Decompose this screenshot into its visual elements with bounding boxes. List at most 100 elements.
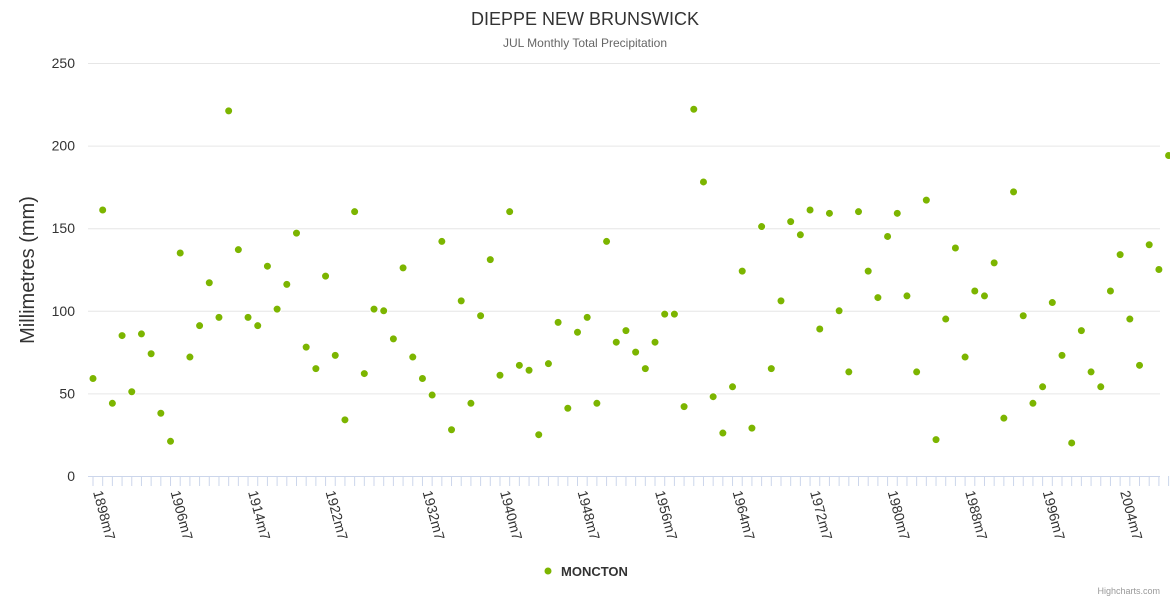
data-point[interactable]: [291, 228, 301, 238]
data-point[interactable]: [1135, 360, 1145, 370]
data-point[interactable]: [398, 263, 408, 273]
data-point[interactable]: [1028, 398, 1038, 408]
data-point[interactable]: [408, 352, 418, 362]
data-point[interactable]: [553, 317, 563, 327]
data-point[interactable]: [698, 177, 708, 187]
data-point[interactable]: [563, 403, 573, 413]
data-point[interactable]: [892, 208, 902, 218]
data-point[interactable]: [776, 296, 786, 306]
data-point[interactable]: [941, 314, 951, 324]
data-point[interactable]: [679, 402, 689, 412]
data-point[interactable]: [631, 347, 641, 357]
data-point[interactable]: [960, 352, 970, 362]
data-point[interactable]: [505, 207, 515, 217]
data-point[interactable]: [1038, 382, 1048, 392]
data-point[interactable]: [640, 364, 650, 374]
data-point[interactable]: [573, 327, 582, 337]
data-point[interactable]: [611, 337, 621, 347]
data-point[interactable]: [660, 309, 670, 319]
data-point[interactable]: [805, 205, 815, 215]
data-point[interactable]: [224, 106, 234, 116]
data-point[interactable]: [1047, 298, 1057, 308]
credits-link[interactable]: Highcharts.com: [1097, 586, 1160, 596]
scatter-series-moncton[interactable]: [88, 104, 1170, 448]
data-point[interactable]: [330, 350, 340, 360]
data-point[interactable]: [185, 352, 195, 362]
data-point[interactable]: [243, 312, 253, 322]
data-point[interactable]: [282, 279, 292, 289]
data-point[interactable]: [359, 369, 369, 379]
data-point[interactable]: [456, 296, 466, 306]
data-point[interactable]: [834, 306, 844, 316]
data-point[interactable]: [253, 321, 263, 331]
data-point[interactable]: [921, 195, 931, 205]
data-point[interactable]: [98, 205, 108, 215]
data-point[interactable]: [1076, 326, 1086, 336]
data-point[interactable]: [485, 255, 495, 265]
data-point[interactable]: [931, 435, 941, 445]
data-point[interactable]: [1105, 286, 1115, 296]
data-point[interactable]: [175, 248, 185, 258]
data-point[interactable]: [863, 266, 873, 276]
data-point[interactable]: [1057, 350, 1067, 360]
data-point[interactable]: [989, 258, 999, 268]
data-point[interactable]: [1154, 265, 1164, 274]
data-point[interactable]: [466, 398, 476, 408]
data-point[interactable]: [621, 326, 631, 336]
data-point[interactable]: [311, 364, 321, 374]
data-point[interactable]: [136, 329, 146, 339]
data-point[interactable]: [718, 428, 728, 438]
data-point[interactable]: [737, 266, 747, 276]
data-point[interactable]: [476, 311, 486, 321]
data-point[interactable]: [1009, 187, 1019, 197]
data-point[interactable]: [650, 337, 660, 347]
data-point[interactable]: [708, 392, 718, 402]
data-point[interactable]: [757, 222, 767, 232]
legend-item-moncton[interactable]: MONCTON: [561, 564, 628, 579]
data-point[interactable]: [844, 367, 854, 377]
data-point[interactable]: [127, 387, 137, 397]
data-point[interactable]: [146, 349, 156, 359]
data-point[interactable]: [728, 382, 738, 392]
data-point[interactable]: [1115, 250, 1125, 260]
data-point[interactable]: [669, 309, 679, 319]
data-point[interactable]: [592, 398, 602, 408]
data-point[interactable]: [437, 236, 447, 246]
data-point[interactable]: [950, 243, 960, 253]
data-point[interactable]: [1096, 382, 1106, 392]
data-point[interactable]: [427, 390, 437, 400]
data-point[interactable]: [388, 334, 398, 344]
data-point[interactable]: [107, 398, 117, 408]
data-point[interactable]: [1086, 367, 1096, 377]
data-point[interactable]: [524, 365, 534, 375]
data-point[interactable]: [979, 291, 989, 301]
data-point[interactable]: [883, 231, 893, 241]
data-point[interactable]: [786, 217, 796, 227]
data-point[interactable]: [379, 306, 389, 316]
data-point[interactable]: [902, 291, 912, 301]
data-point[interactable]: [970, 286, 980, 296]
data-point[interactable]: [166, 436, 176, 446]
data-point[interactable]: [543, 359, 553, 369]
data-point[interactable]: [1144, 240, 1154, 250]
data-point[interactable]: [204, 278, 214, 288]
data-point[interactable]: [795, 230, 805, 240]
data-point[interactable]: [417, 374, 427, 384]
data-point[interactable]: [999, 413, 1009, 423]
data-point[interactable]: [350, 207, 360, 217]
data-point[interactable]: [534, 430, 544, 440]
data-point[interactable]: [321, 271, 331, 281]
data-point[interactable]: [1018, 311, 1028, 321]
data-point[interactable]: [824, 208, 834, 218]
data-point[interactable]: [369, 304, 379, 314]
data-point[interactable]: [195, 321, 205, 331]
data-point[interactable]: [747, 423, 757, 433]
data-point[interactable]: [1164, 151, 1170, 161]
data-point[interactable]: [689, 104, 699, 114]
data-point[interactable]: [214, 312, 224, 322]
data-point[interactable]: [495, 370, 505, 380]
data-point[interactable]: [873, 293, 883, 303]
legend-marker[interactable]: [543, 566, 553, 576]
data-point[interactable]: [340, 415, 350, 425]
data-point[interactable]: [88, 374, 98, 384]
